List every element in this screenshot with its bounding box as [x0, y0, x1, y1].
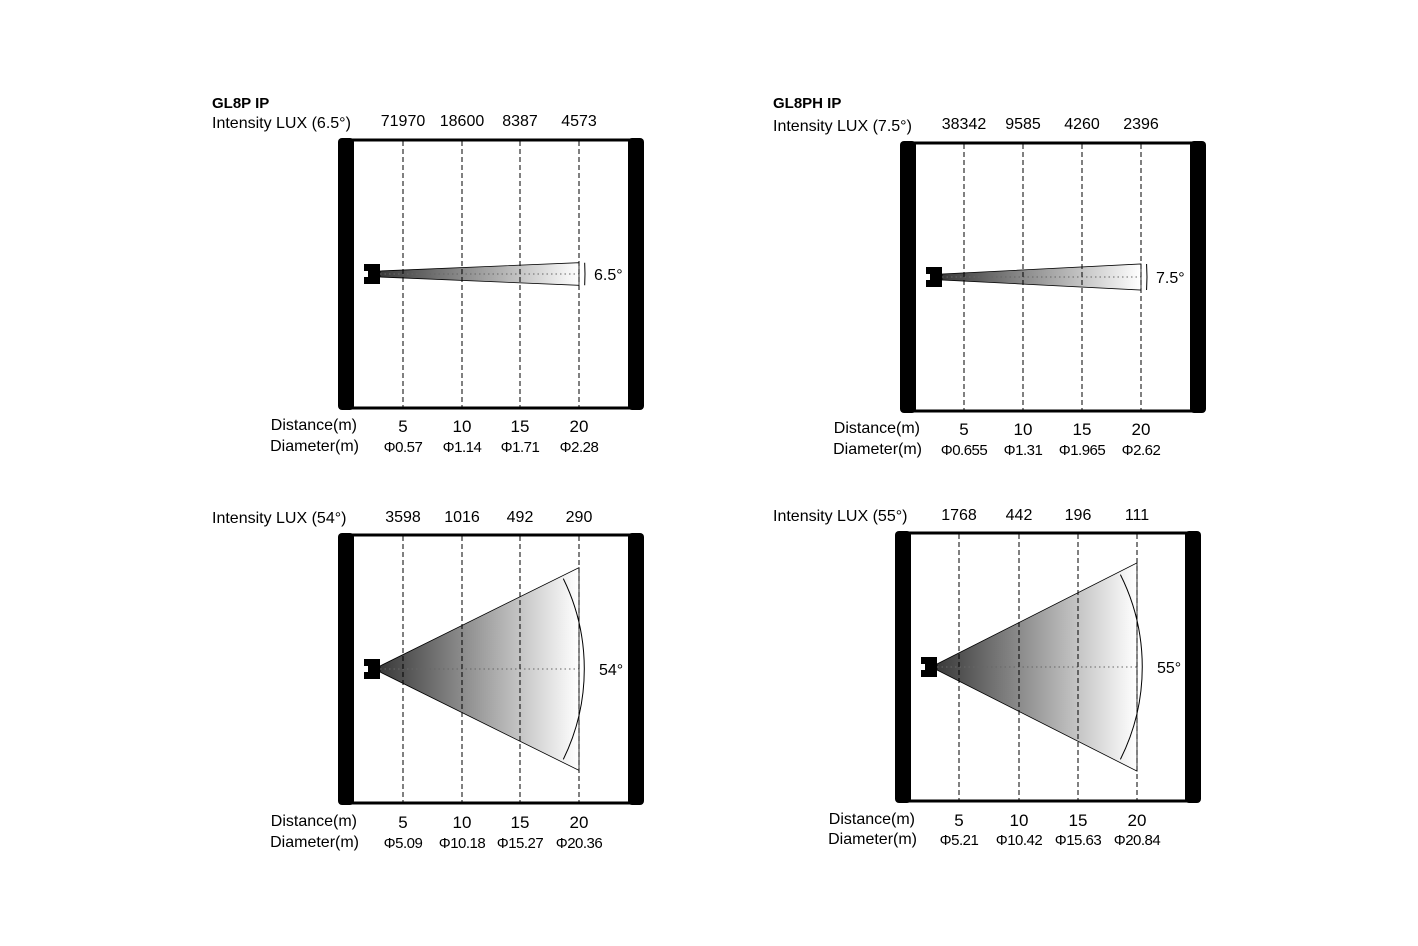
- intensity-label: Intensity LUX (7.5°): [773, 118, 912, 135]
- diameter-value: Φ5.21: [940, 832, 979, 849]
- distance-label: Distance(m): [834, 420, 920, 437]
- angle-arc: [562, 578, 585, 760]
- intensity-value: 290: [566, 509, 593, 526]
- intensity-value: 71970: [381, 113, 426, 130]
- diameter-value: Φ2.62: [1122, 442, 1161, 459]
- beam-panel-1: GL8P IP Intensity LUX (6.5°) 71970 5 Φ0.57 18…: [212, 95, 644, 456]
- distance-value: 5: [954, 811, 963, 830]
- distance-value: 15: [1073, 420, 1092, 439]
- angle-arc: [1119, 574, 1143, 760]
- distance-label: Distance(m): [271, 813, 357, 830]
- diameter-value: Φ1.31: [1004, 442, 1043, 459]
- distance-label: Distance(m): [829, 811, 915, 828]
- angle-label: 7.5°: [1156, 270, 1185, 287]
- distance-value: 15: [511, 417, 530, 436]
- intensity-value: 1016: [444, 509, 480, 526]
- diameter-value: Φ0.655: [941, 442, 988, 459]
- frame-right-bar: [628, 533, 644, 805]
- intensity-value: 3598: [385, 509, 421, 526]
- fixture-icon: [921, 657, 937, 677]
- intensity-value: 8387: [502, 113, 538, 130]
- diameter-label: Diameter(m): [833, 441, 922, 458]
- distance-value: 20: [570, 813, 589, 832]
- panel-title: GL8P IP: [212, 95, 269, 112]
- distance-value: 5: [959, 420, 968, 439]
- distance-value: 10: [1014, 420, 1033, 439]
- intensity-value: 111: [1125, 507, 1149, 524]
- frame-right-bar: [1190, 141, 1206, 413]
- diameter-value: Φ10.42: [996, 832, 1043, 849]
- beam-panel-4: Intensity LUX (55°) 1768 5 Φ5.21 442 10 Φ10.42…: [773, 507, 1201, 849]
- intensity-value: 9585: [1005, 116, 1041, 133]
- distance-value: 20: [1132, 420, 1151, 439]
- frame-right-bar: [1185, 531, 1201, 803]
- diameter-value: Φ0.57: [384, 439, 423, 456]
- intensity-value: 18600: [440, 113, 485, 130]
- intensity-value: 4573: [561, 113, 597, 130]
- beam-panel-2: GL8PH IP Intensity LUX (7.5°) 38342 5 Φ0.655…: [773, 95, 1206, 459]
- diameter-value: Φ10.18: [439, 835, 486, 852]
- fixture-icon: [364, 659, 380, 679]
- diameter-value: Φ1.14: [443, 439, 482, 456]
- diameter-value: Φ15.63: [1055, 832, 1102, 849]
- distance-value: 15: [511, 813, 530, 832]
- diameter-value: Φ1.71: [501, 439, 540, 456]
- angle-label: 54°: [599, 662, 623, 679]
- angle-label: 6.5°: [594, 267, 623, 284]
- intensity-label: Intensity LUX (54°): [212, 510, 346, 527]
- distance-value: 5: [398, 813, 407, 832]
- intensity-value: 4260: [1064, 116, 1100, 133]
- intensity-value: 38342: [942, 116, 987, 133]
- diameter-label: Diameter(m): [828, 831, 917, 848]
- diameter-value: Φ15.27: [497, 835, 544, 852]
- diameter-value: Φ20.36: [556, 835, 603, 852]
- intensity-value: 196: [1065, 507, 1092, 524]
- intensity-value: 492: [507, 509, 534, 526]
- intensity-label: Intensity LUX (6.5°): [212, 115, 351, 132]
- intensity-value: 1768: [941, 507, 977, 524]
- distance-value: 20: [1128, 811, 1147, 830]
- frame-left-bar: [338, 533, 354, 805]
- frame-left-bar: [900, 141, 916, 413]
- distance-value: 10: [453, 813, 472, 832]
- distance-value: 5: [398, 417, 407, 436]
- frame-left-bar: [338, 138, 354, 410]
- intensity-label: Intensity LUX (55°): [773, 508, 907, 525]
- panel-title: GL8PH IP: [773, 95, 841, 112]
- diameter-value: Φ5.09: [384, 835, 423, 852]
- frame-left-bar: [895, 531, 911, 803]
- diameter-value: Φ2.28: [560, 439, 599, 456]
- diameter-value: Φ20.84: [1114, 832, 1161, 849]
- intensity-value: 2396: [1123, 116, 1159, 133]
- frame-right-bar: [628, 138, 644, 410]
- distance-value: 10: [1010, 811, 1029, 830]
- angle-label: 55°: [1157, 660, 1181, 677]
- distance-value: 20: [570, 417, 589, 436]
- distance-value: 15: [1069, 811, 1088, 830]
- fixture-icon: [926, 267, 942, 287]
- diameter-label: Diameter(m): [270, 834, 359, 851]
- distance-label: Distance(m): [271, 417, 357, 434]
- diameter-value: Φ1.965: [1059, 442, 1106, 459]
- distance-value: 10: [453, 417, 472, 436]
- beam-panel-3: Intensity LUX (54°) 3598 5 Φ5.09 1016 10 Φ10.1…: [212, 509, 644, 852]
- intensity-value: 442: [1006, 507, 1033, 524]
- fixture-icon: [364, 264, 380, 284]
- diameter-label: Diameter(m): [270, 438, 359, 455]
